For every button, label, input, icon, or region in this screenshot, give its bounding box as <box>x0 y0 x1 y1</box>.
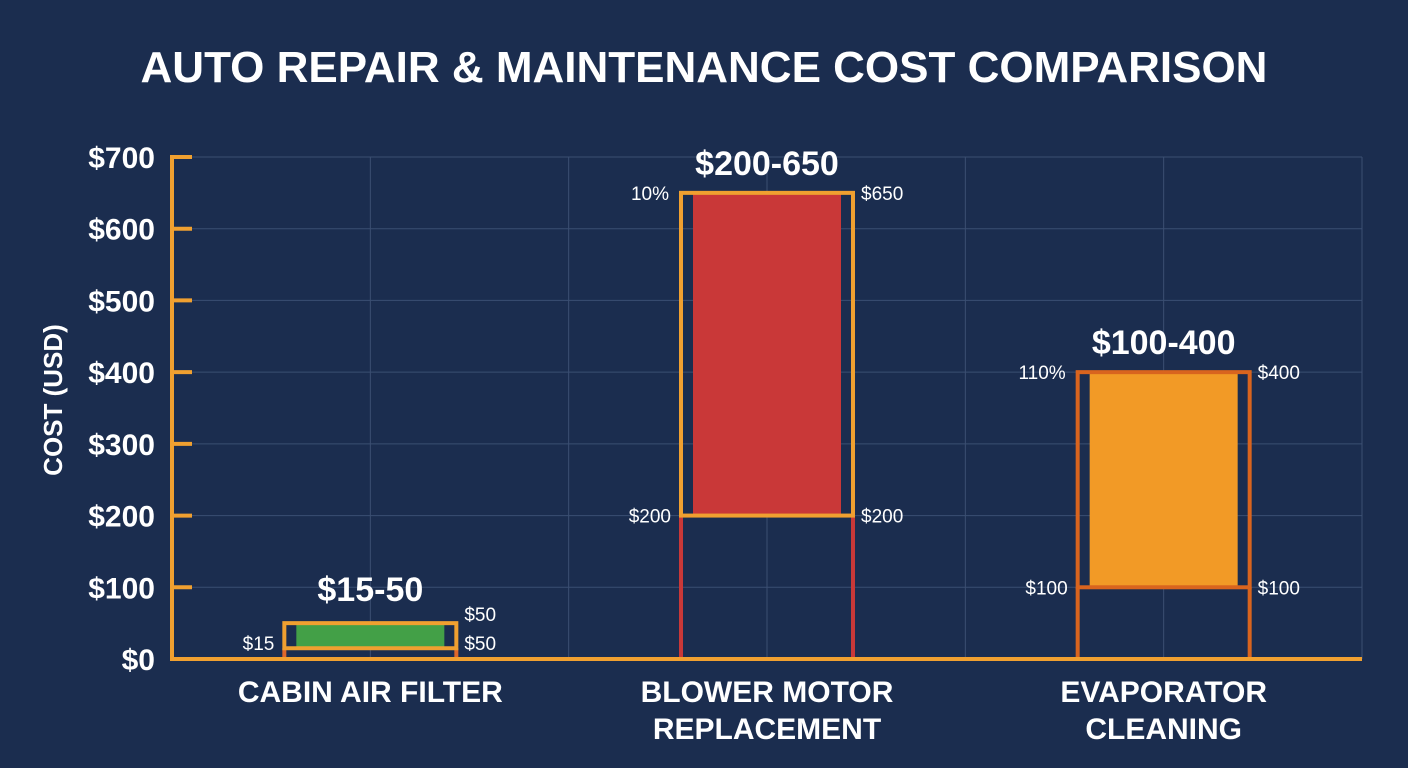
y-tick-label: $600 <box>88 214 155 247</box>
left-bottom-label: $100 <box>1025 578 1067 599</box>
y-axis-label: COST (USD) <box>38 324 68 476</box>
axes <box>170 155 1362 661</box>
labels: $0 $100 $200 $300 $400 $500 $600 $700 $15-50 $50 $… <box>88 142 1300 746</box>
range-label: $200-650 <box>695 145 839 183</box>
right-top-label: $400 <box>1258 363 1300 384</box>
y-tick-label: $200 <box>88 501 155 534</box>
y-tick-label: $500 <box>88 285 155 318</box>
range-bar-fill <box>693 192 841 516</box>
category-label: EVAPORATOR <box>1060 676 1267 709</box>
category-label: REPLACEMENT <box>653 713 881 746</box>
y-tick-label: $700 <box>88 142 155 175</box>
range-bar-fill <box>1089 372 1238 588</box>
range-bar-outline <box>679 190 855 518</box>
y-tick-label: $300 <box>88 429 155 462</box>
chart-title: AUTO REPAIR & MAINTENANCE COST COMPARISO… <box>141 43 1268 92</box>
range-label: $100-400 <box>1092 324 1236 362</box>
category-label: CABIN AIR FILTER <box>238 676 503 709</box>
bars <box>282 190 1252 659</box>
range-label: $15-50 <box>317 571 423 609</box>
left-bottom-label: $15 <box>243 634 275 655</box>
right-top-label: $50 <box>464 605 496 626</box>
y-tick-label: $100 <box>88 572 155 605</box>
right-bottom-label: $200 <box>861 507 903 528</box>
left-bottom-label: $200 <box>629 507 671 528</box>
left-top-label: 110% <box>1018 363 1065 384</box>
category-label: CLEANING <box>1085 713 1242 746</box>
range-bar-fill <box>296 623 445 649</box>
right-top-label: $650 <box>861 184 903 205</box>
left-top-label: 10% <box>631 184 669 205</box>
y-tick-label: $0 <box>122 644 155 677</box>
right-bottom-label: $50 <box>464 634 496 655</box>
range-bar-outline <box>282 621 459 651</box>
right-bottom-label: $100 <box>1258 578 1300 599</box>
range-bar-outline <box>1075 370 1252 590</box>
y-tick-label: $400 <box>88 357 155 390</box>
category-label: BLOWER MOTOR <box>641 676 894 709</box>
